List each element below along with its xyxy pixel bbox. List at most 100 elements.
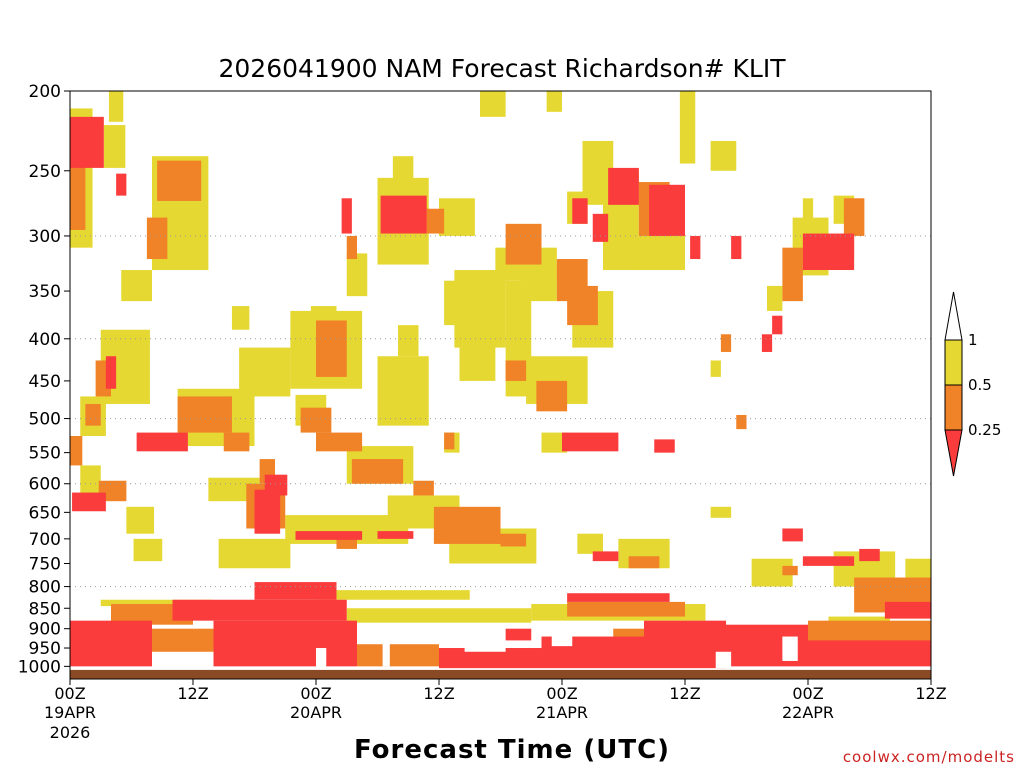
ri-cell-yellow [346, 608, 532, 623]
ri-cell-orange [426, 208, 445, 234]
ri-cell-yellow [121, 270, 152, 302]
ri-cell-red [70, 116, 104, 168]
y-tick-label-800: 800 [29, 578, 61, 598]
ri-cell-red [808, 640, 931, 667]
ri-cell-yellow [316, 590, 470, 600]
ri-cell-yellow [239, 347, 291, 397]
ri-cell-yellow [454, 270, 506, 348]
ri-cell-yellow [905, 558, 931, 580]
ri-cell-red [72, 492, 106, 512]
ri-cell-yellow [218, 538, 291, 569]
y-tick-label-700: 700 [29, 530, 61, 550]
ri-cell-yellow [710, 140, 737, 171]
ri-cell-red [802, 556, 855, 566]
ri-cell-red [562, 432, 619, 452]
y-tick-label-300: 300 [29, 227, 61, 247]
ri-cell-red [772, 315, 783, 335]
legend-swatch-2 [944, 384, 963, 431]
credit-text: coolwx.com/modelts [843, 748, 1015, 766]
x-tick-label-60: 12Z [669, 684, 700, 703]
ri-cell-clear [551, 630, 573, 647]
ri-cell-orange [70, 148, 86, 230]
ri-cell-yellow [577, 533, 603, 554]
ri-cell-red [439, 648, 542, 669]
ri-cell-orange [300, 407, 332, 433]
ri-cell-red [572, 198, 588, 224]
ri-cell-yellow [100, 599, 214, 607]
y-tick-label-500: 500 [29, 410, 61, 430]
x-tick-label-36: 12Z [423, 684, 454, 703]
ri-cell-yellow [80, 465, 101, 496]
ri-cell-yellow [480, 91, 506, 117]
ri-cell-orange [351, 459, 404, 484]
legend-swatch-0 [944, 291, 963, 341]
gridlines [70, 235, 931, 588]
y-tick-label-200: 200 [29, 82, 61, 102]
x-tick-label-24: 00Z [300, 684, 331, 703]
ri-cell-orange [336, 538, 357, 549]
x-date-label-72: 22APR [782, 703, 834, 722]
ri-cell-yellow [133, 538, 163, 562]
ri-cell-orange [316, 320, 347, 377]
ri-cell-red [859, 548, 880, 562]
ri-cell-orange [782, 247, 803, 302]
ri-cell-yellow [346, 253, 368, 297]
ri-cell-yellow [103, 125, 126, 168]
ri-cell-orange [782, 565, 798, 576]
ri-cell-red [264, 474, 288, 496]
y-tick-label-1000: 1000 [18, 657, 61, 677]
ri-cell-red [70, 620, 152, 667]
x-date-label-0: 19APR [44, 703, 96, 722]
legend-swatch-1 [944, 339, 963, 386]
y-tick-label-250: 250 [29, 162, 61, 182]
ri-cell-yellow [521, 264, 557, 302]
ri-cell-orange [628, 556, 660, 569]
ri-cell-yellow [679, 91, 696, 164]
ri-cell-orange [500, 533, 527, 547]
ri-cell-orange [357, 644, 439, 667]
x-tick-label-48: 00Z [546, 684, 577, 703]
y-axis: 200 250 300 350 400 450 500 550 600 650 700 750 8008… [18, 82, 70, 677]
x-date-label-24: 20APR [290, 703, 342, 722]
ri-cell-clear [382, 628, 390, 667]
ri-cell-yellow [398, 325, 419, 357]
chart-title: 2026041900 NAM Forecast Richardson# KLIT [218, 54, 786, 83]
ri-cell-orange [152, 628, 214, 652]
ri-cell-red [380, 195, 427, 234]
ri-cell-orange [346, 235, 357, 260]
ri-cell-yellow [231, 306, 250, 330]
ri-cell-yellow [541, 432, 568, 453]
ri-cell-red [731, 235, 742, 260]
ri-cell-red [761, 334, 773, 352]
x-year-label-0: 2026 [50, 723, 91, 742]
ri-cell-clear [782, 636, 798, 661]
ri-cell-clear [464, 626, 506, 652]
y-tick-label-550: 550 [29, 444, 61, 464]
ri-cell-yellow [439, 198, 475, 236]
ri-cell-red [644, 620, 726, 669]
legend-label-1: 0.5 [968, 376, 992, 394]
ri-cell-yellow [710, 360, 721, 377]
ground-surface-band [70, 669, 931, 679]
ri-cell-red [116, 173, 127, 196]
ri-cell-orange [223, 432, 250, 452]
ri-cell-orange [444, 432, 455, 450]
ri-cell-red [592, 213, 609, 242]
ri-cell-clear [316, 648, 327, 668]
ri-cell-clear [715, 651, 732, 669]
ri-cell-yellow [108, 91, 124, 122]
ri-cell-orange [567, 601, 685, 617]
x-tick-label-72: 00Z [792, 684, 823, 703]
ri-cell-red [782, 528, 803, 542]
legend-label-2: 0.25 [968, 421, 1001, 439]
x-axis-title: Forecast Time (UTC) [354, 735, 670, 765]
ri-cell-orange [808, 620, 931, 643]
y-tick-label-450: 450 [29, 372, 61, 392]
ri-cell-yellow [633, 235, 685, 271]
ri-cell-red [105, 356, 117, 389]
ri-cell-yellow [126, 506, 155, 534]
ri-cell-red [136, 432, 188, 452]
x-date-label-48: 21APR [536, 703, 588, 722]
